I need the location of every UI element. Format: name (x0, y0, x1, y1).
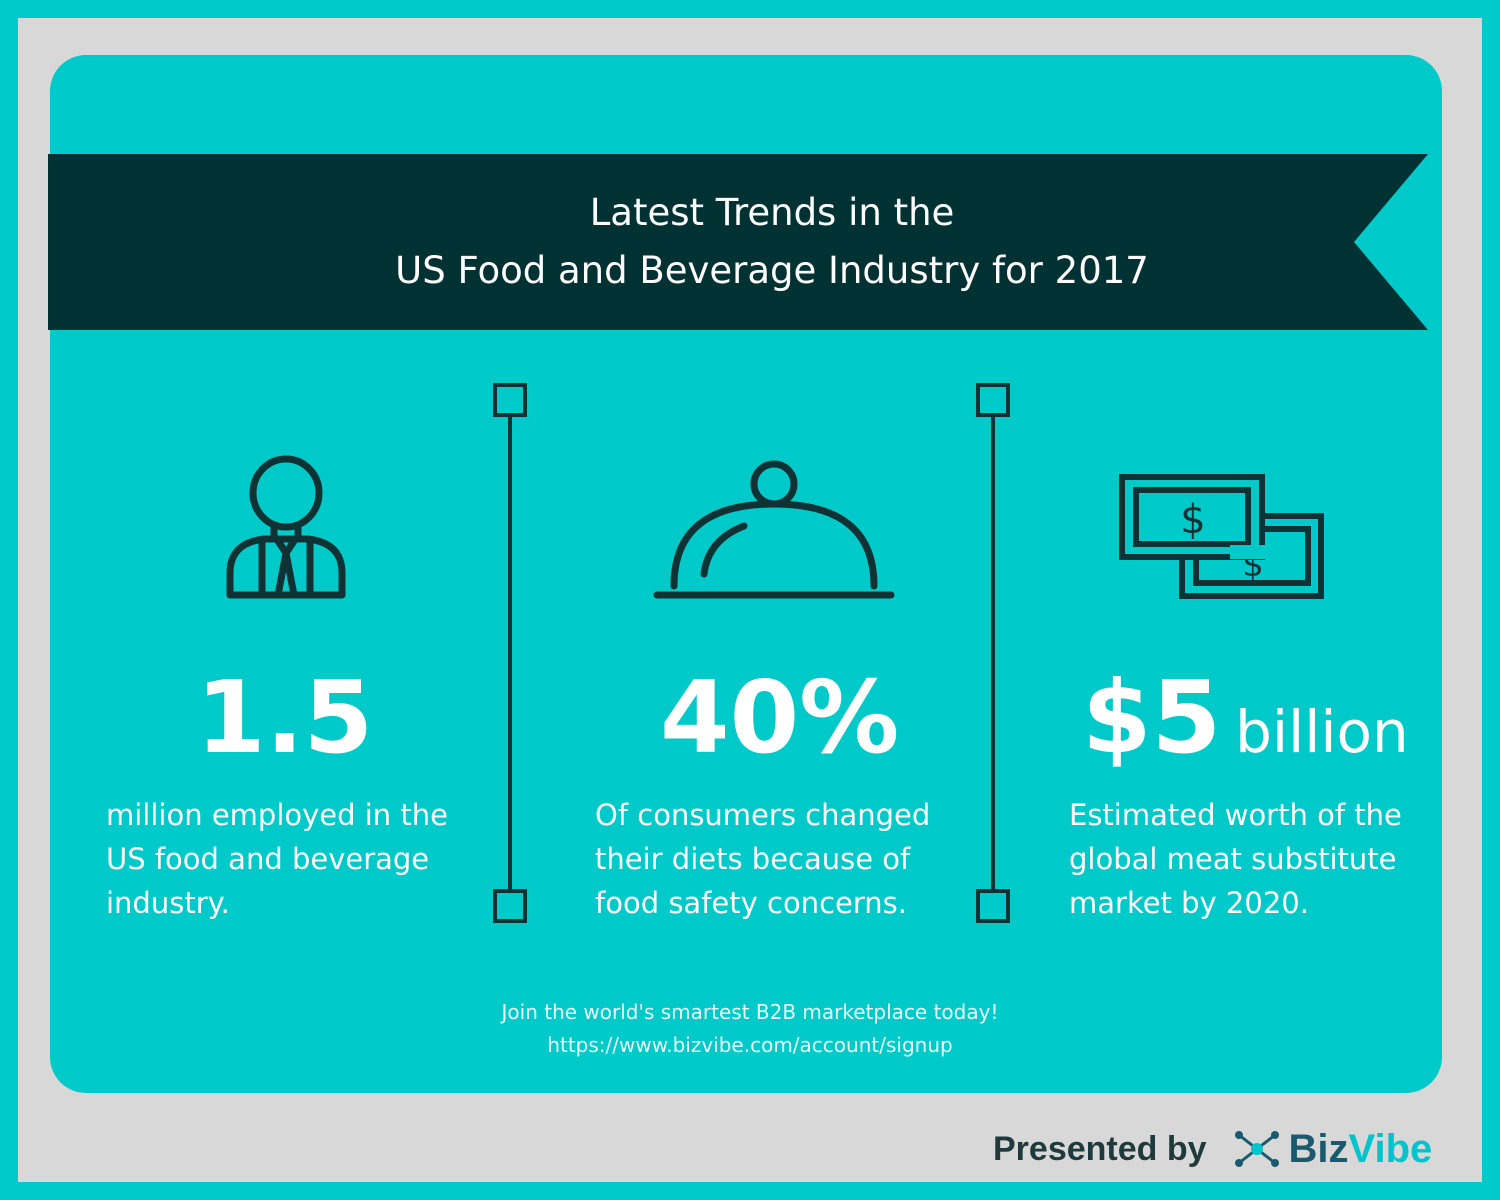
description-line: global meat substitute (1069, 842, 1397, 876)
banner-ribbon-shape (48, 154, 1428, 330)
stat-value: 1.5 (196, 659, 374, 776)
description-line: million employed in the (106, 798, 448, 832)
signup-link[interactable]: https://www.bizvibe.com/account/signup (547, 1033, 953, 1057)
divider-right (976, 383, 1010, 923)
cta-text: Join the world's smartest B2B marketplac… (501, 1000, 999, 1024)
bizvibe-logo-text[interactable]: BizVibe (1289, 1127, 1433, 1172)
description-line: their diets because of (595, 842, 911, 876)
stat-consumers-description: Of consumers changed their diets because… (595, 793, 930, 925)
description-line: food safety concerns. (595, 886, 907, 920)
presented-by-label: Presented by (993, 1129, 1207, 1168)
description-line: market by 2020. (1069, 886, 1309, 920)
stat-consumers-value: 40% (660, 668, 899, 768)
brand-part-1: Biz (1288, 1126, 1349, 1171)
stat-unit: billion (1235, 698, 1409, 766)
call-to-action: Join the world's smartest B2B marketplac… (350, 996, 1150, 1062)
stat-value: 40% (660, 659, 900, 776)
food-cloche-icon (653, 460, 895, 599)
svg-text:$: $ (1180, 497, 1205, 543)
presented-by: Presented by BizVibe (993, 1125, 1432, 1173)
description-line: US food and beverage (106, 842, 430, 876)
title-banner: Latest Trends in the US Food and Beverag… (48, 154, 1428, 330)
banner-title: Latest Trends in the US Food and Beverag… (47, 154, 1497, 330)
description-line: Estimated worth of the (1069, 798, 1402, 832)
description-line: industry. (106, 886, 230, 920)
title-line-2: US Food and Beverage Industry for 2017 (395, 249, 1149, 292)
stat-market-value: $5 billion (1082, 668, 1409, 768)
stat-employment-value: 1.5 (196, 668, 373, 768)
brand-part-2: Vibe (1348, 1126, 1433, 1171)
divider-left (493, 383, 527, 923)
stat-employment-description: million employed in the US food and beve… (106, 793, 448, 925)
dollar-bills-icon: $ $ (1119, 474, 1324, 599)
title-line-1: Latest Trends in the (589, 191, 955, 234)
businessman-icon (226, 455, 346, 599)
stat-value: $5 (1082, 659, 1222, 776)
bizvibe-logo-icon (1234, 1131, 1279, 1167)
stat-market-description: Estimated worth of the global meat subst… (1069, 793, 1402, 925)
description-line: Of consumers changed (595, 798, 931, 832)
